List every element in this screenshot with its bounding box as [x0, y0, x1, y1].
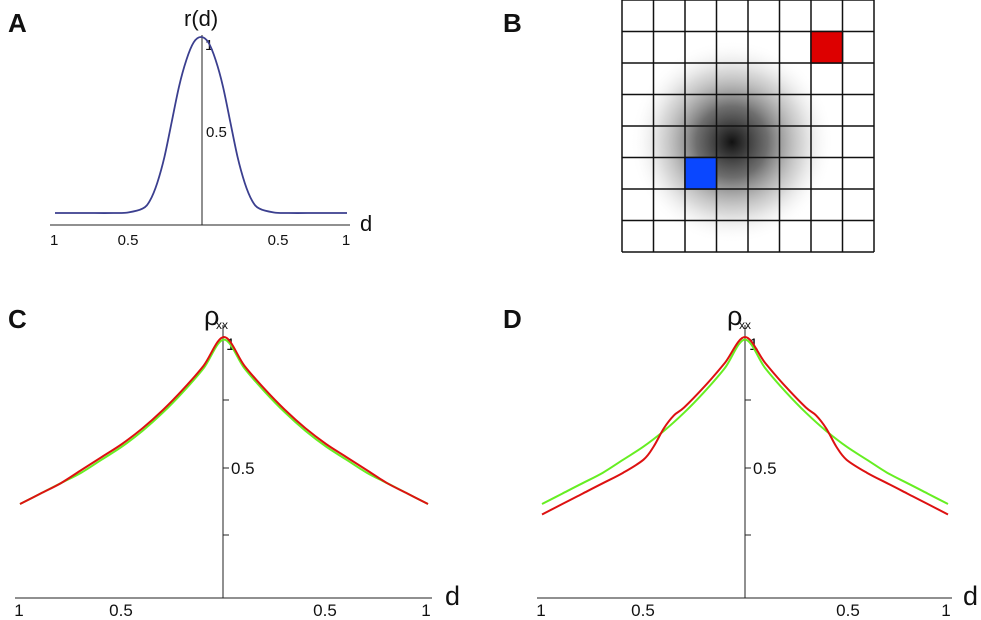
series-line-c-0	[19, 338, 429, 505]
panel-letter-d: D	[503, 304, 522, 334]
y-tick-label-d05: 0.5	[753, 459, 777, 478]
axis-title-rho-sub-c: xx	[216, 318, 228, 332]
series-group-a	[55, 36, 347, 214]
series-line-d-0	[541, 338, 949, 505]
x-tick-label-c2: 0.5	[313, 601, 337, 620]
panel-c: C ρ xx d 1 0.5 1 0.5 0.5 1	[8, 301, 460, 620]
x-axis-title-d: d	[963, 581, 978, 611]
x-tick-label-d2: 0.5	[836, 601, 860, 620]
x-axis-title-c: d	[445, 581, 460, 611]
gaussian-blob	[630, 40, 834, 244]
x-tick-label-c3: 1	[421, 601, 430, 620]
panel-letter-a: A	[8, 8, 27, 38]
x-tick-label-c0: 1	[14, 601, 23, 620]
panel-letter-c: C	[8, 304, 27, 334]
series-group-c	[19, 336, 429, 505]
panel-b: B	[503, 0, 875, 253]
x-tick-label-a1: 0.5	[118, 232, 139, 249]
x-axis-title-a: d	[360, 211, 372, 236]
y-tick-label-05: 0.5	[206, 124, 227, 141]
red-cell	[810, 30, 844, 64]
series-line-a-0	[55, 36, 347, 214]
panel-a: A r(d) d 1 0.5 1 0.5 0.5 1	[8, 6, 372, 249]
axis-title-rho-d: ρ	[727, 301, 742, 331]
x-tick-label-d3: 1	[941, 601, 950, 620]
panel-letter-b: B	[503, 8, 522, 38]
blue-cell	[684, 156, 718, 190]
series-line-d-1	[541, 336, 949, 516]
axis-title-rd: r(d)	[184, 6, 218, 31]
panel-d: D ρ xx d 1 0.5 1 0.5 0.5 1	[503, 301, 978, 620]
axis-title-rho-c: ρ	[204, 301, 219, 331]
x-tick-label-a3: 1	[342, 232, 350, 249]
x-tick-label-d1: 0.5	[631, 601, 655, 620]
series-group-d	[541, 336, 949, 516]
series-line-c-1	[19, 336, 429, 505]
y-tick-label-c05: 0.5	[231, 459, 255, 478]
x-tick-label-a2: 0.5	[268, 232, 289, 249]
x-tick-label-c1: 0.5	[109, 601, 133, 620]
x-tick-label-d0: 1	[536, 601, 545, 620]
x-tick-label-a0: 1	[50, 232, 58, 249]
